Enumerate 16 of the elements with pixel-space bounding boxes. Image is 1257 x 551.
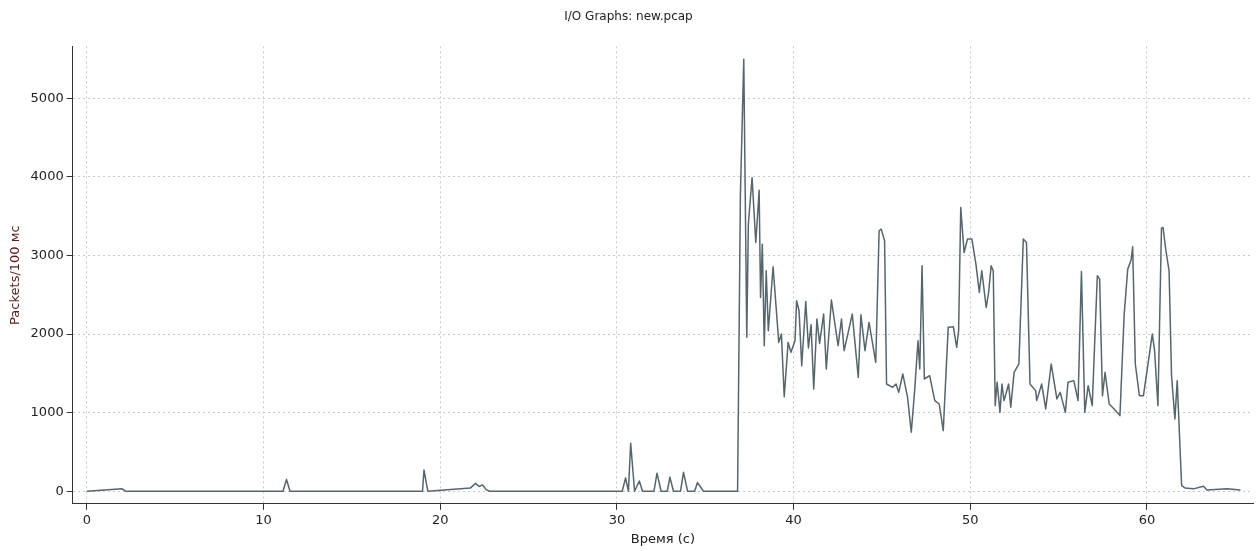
- y-tick-label: 2000: [30, 325, 64, 341]
- x-tick-label: 20: [431, 511, 449, 527]
- chart-title: I/O Graphs: new.pcap: [564, 9, 693, 24]
- x-tick-label: 60: [1138, 511, 1156, 527]
- y-tick-label: 0: [55, 482, 64, 498]
- y-tick-label: 1000: [30, 404, 64, 420]
- x-tick-label: 10: [255, 511, 272, 527]
- y-tick-label: 3000: [30, 246, 64, 262]
- x-tick-label: 30: [608, 511, 626, 527]
- y-axis-title: Packets/100 мс: [7, 225, 23, 325]
- x-axis-title: Время (с): [630, 530, 695, 546]
- x-tick-label: 50: [962, 511, 979, 527]
- x-tick-label: 0: [82, 511, 91, 527]
- y-tick-label: 5000: [30, 89, 64, 105]
- x-tick-label: 40: [785, 511, 802, 527]
- y-tick-label: 4000: [30, 168, 64, 184]
